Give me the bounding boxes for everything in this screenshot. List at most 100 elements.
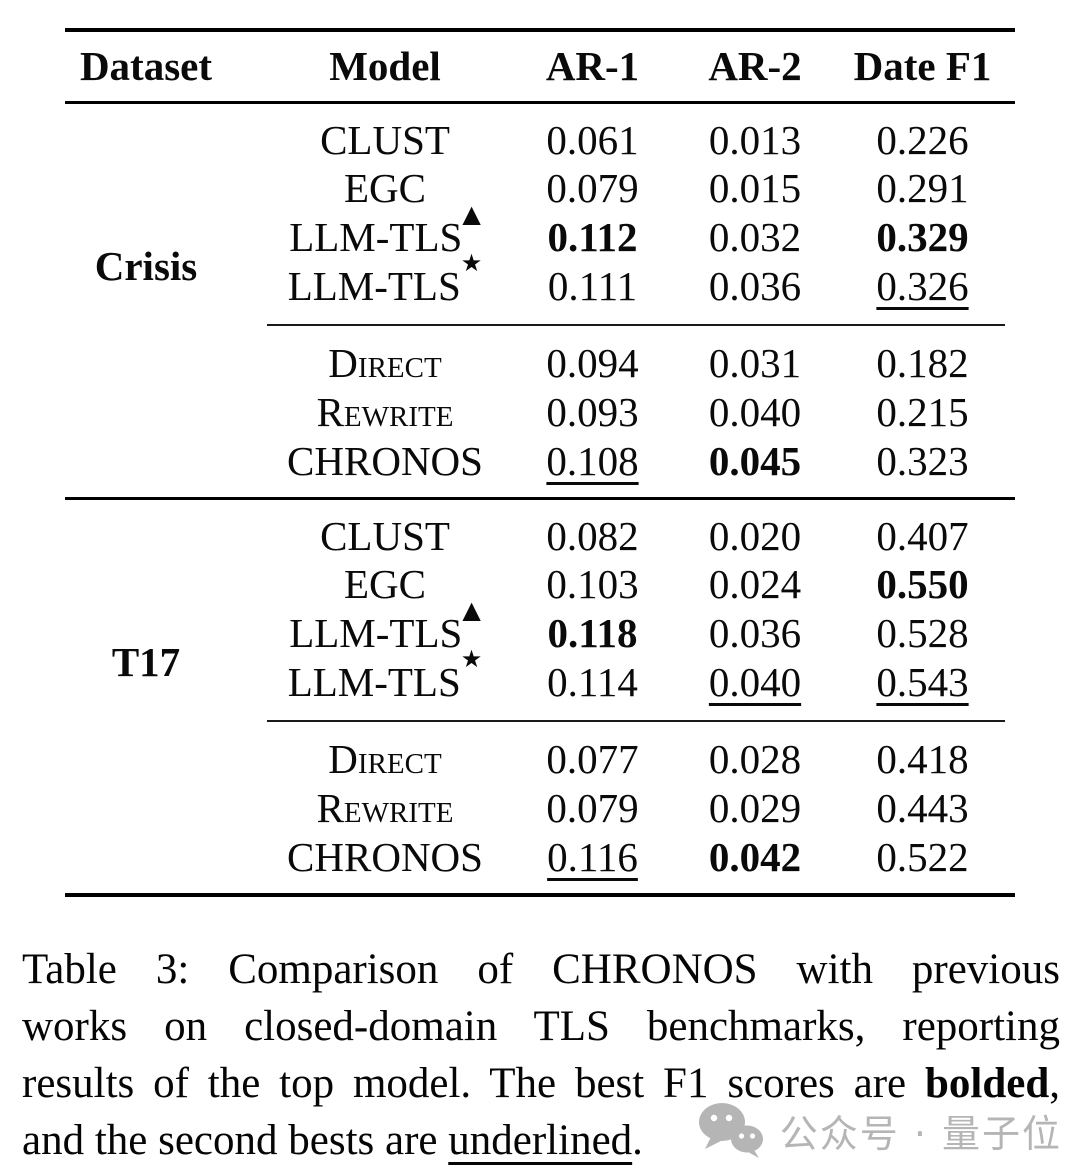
date-f1-value-cell: 0.329 xyxy=(830,213,1015,262)
ar1-value-cell: 0.079 xyxy=(505,784,680,833)
date-f1-value: 0.323 xyxy=(876,437,969,484)
table-header: Dataset Model AR-1 AR-2 Date F1 xyxy=(65,30,1015,102)
model-name: EGC xyxy=(344,165,426,211)
model-name: Direct xyxy=(328,340,442,386)
ar1-value-cell: 0.116 xyxy=(505,833,680,895)
ar1-value: 0.061 xyxy=(546,116,639,163)
date-f1-value: 0.329 xyxy=(876,214,969,260)
date-f1-value: 0.522 xyxy=(876,833,969,880)
results-table: Dataset Model AR-1 AR-2 Date F1 Crisis C… xyxy=(65,28,1015,897)
caption-line-4: and the second bests are underlined. xyxy=(22,1112,1060,1169)
ar1-value: 0.108 xyxy=(546,437,639,484)
ar1-value-cell: 0.114 xyxy=(505,658,680,707)
model-name-cell: EGC xyxy=(265,164,505,213)
column-header-model: Model xyxy=(329,43,441,90)
group-divider-rule xyxy=(267,323,1005,326)
date-f1-value: 0.182 xyxy=(876,340,969,386)
table-row: Rewrite 0.093 0.040 0.215 xyxy=(65,388,1015,437)
model-superscript: ★ xyxy=(460,249,483,278)
model-name-cell: LLM-TLS▲ xyxy=(265,598,505,658)
caption-text: Table 3: Comparison of CHRONOS with prev… xyxy=(22,945,1060,993)
ar2-value-cell: 0.028 xyxy=(680,735,830,784)
date-f1-value-cell: 0.543 xyxy=(830,658,1015,707)
results-table-container: Dataset Model AR-1 AR-2 Date F1 Crisis C… xyxy=(65,28,1015,897)
model-name: CLUST xyxy=(320,116,450,163)
model-name-cell: Direct xyxy=(265,339,505,388)
group-divider-cell xyxy=(265,311,1015,339)
ar2-value: 0.015 xyxy=(708,165,802,211)
date-f1-value-cell: 0.326 xyxy=(830,262,1015,311)
date-f1-value-cell: 0.291 xyxy=(830,164,1015,213)
caption-underlined-word: underlined xyxy=(448,1116,633,1164)
date-f1-value: 0.528 xyxy=(876,610,969,656)
column-header-ar2: AR-2 xyxy=(708,43,802,90)
caption-text: , xyxy=(1049,1059,1060,1107)
model-superscript: ★ xyxy=(460,645,483,674)
model-name-cell: CLUST xyxy=(265,498,505,560)
ar2-value-cell: 0.031 xyxy=(680,339,830,388)
ar2-value: 0.040 xyxy=(708,659,802,705)
model-name-cell: CHRONOS xyxy=(265,833,505,895)
model-name-cell: CLUST xyxy=(265,102,505,164)
caption-text: . xyxy=(632,1116,643,1164)
ar1-value: 0.114 xyxy=(547,659,638,705)
ar1-value: 0.111 xyxy=(547,263,638,309)
model-name-cell: EGC xyxy=(265,560,505,609)
ar2-value: 0.045 xyxy=(708,437,802,484)
ar2-value: 0.036 xyxy=(708,610,802,656)
date-f1-value-cell: 0.407 xyxy=(830,498,1015,560)
ar1-value-cell: 0.093 xyxy=(505,388,680,437)
date-f1-value-cell: 0.182 xyxy=(830,339,1015,388)
caption-line-2: works on closed-domain TLS benchmarks, r… xyxy=(22,998,1060,1055)
table-row: T17 CLUST 0.082 0.020 0.407 xyxy=(65,498,1015,686)
ar1-value-cell: 0.094 xyxy=(505,339,680,388)
watermark-text: 公众号 · 量子位 xyxy=(779,1111,1062,1156)
table-row: Direct 0.094 0.031 0.182 xyxy=(65,339,1015,388)
caption-text: and the second bests are xyxy=(22,1116,449,1164)
table-caption: Table 3: Comparison of CHRONOS with prev… xyxy=(22,941,1060,1169)
dataset-label-cell: Crisis xyxy=(65,102,265,498)
model-superscript: ▲ xyxy=(462,200,481,229)
ar2-value-cell: 0.042 xyxy=(680,833,830,895)
dataset-label-cell: T17 xyxy=(65,498,265,895)
ar1-value-cell: 0.061 xyxy=(505,102,680,164)
date-f1-value: 0.543 xyxy=(876,659,969,705)
ar2-value-cell: 0.040 xyxy=(680,658,830,707)
ar1-value: 0.079 xyxy=(546,165,639,211)
dataset-label: Crisis xyxy=(94,243,198,289)
wechat-icon xyxy=(698,1103,763,1158)
date-f1-value-cell: 0.226 xyxy=(830,102,1015,164)
model-name: EGC xyxy=(344,561,426,607)
ar1-value-cell: 0.082 xyxy=(505,498,680,560)
table-row: Crisis CLUST 0.061 0.013 0.226 xyxy=(65,102,1015,290)
ar2-value: 0.029 xyxy=(708,785,802,831)
ar2-value-cell: 0.020 xyxy=(680,498,830,560)
date-f1-value-cell: 0.443 xyxy=(830,784,1015,833)
model-name: LLM-TLS xyxy=(287,659,461,705)
watermark: 公众号 · 量子位 xyxy=(696,1101,1062,1159)
column-header-dataset: Dataset xyxy=(79,43,213,90)
date-f1-value: 0.326 xyxy=(876,263,969,309)
ar1-value-cell: 0.118 xyxy=(505,609,680,658)
section-crisis: Crisis CLUST 0.061 0.013 0.226 EGC 0.079… xyxy=(65,102,1015,498)
table-row: EGC 0.103 0.024 0.550 xyxy=(65,560,1015,609)
ar1-value: 0.093 xyxy=(546,389,639,435)
model-name: Rewrite xyxy=(316,389,454,435)
model-name: Rewrite xyxy=(316,785,454,831)
model-superscript: ▲ xyxy=(462,596,481,625)
date-f1-value-cell: 0.522 xyxy=(830,833,1015,895)
column-header-date-f1: Date F1 xyxy=(853,43,992,90)
table-row: LLM-TLS★ 0.111 0.036 0.326 xyxy=(65,251,1015,311)
caption-bolded-word: bolded xyxy=(924,1059,1050,1107)
model-name-cell: Rewrite xyxy=(265,784,505,833)
date-f1-value: 0.291 xyxy=(876,165,969,211)
ar1-value: 0.118 xyxy=(547,610,638,656)
date-f1-value-cell: 0.418 xyxy=(830,735,1015,784)
ar2-value-cell: 0.032 xyxy=(680,213,830,262)
dataset-label: T17 xyxy=(111,639,181,685)
ar1-value-cell: 0.112 xyxy=(505,213,680,262)
date-f1-value: 0.418 xyxy=(876,736,969,782)
ar2-value: 0.042 xyxy=(708,833,802,880)
header-row: Dataset Model AR-1 AR-2 Date F1 xyxy=(65,30,1015,102)
